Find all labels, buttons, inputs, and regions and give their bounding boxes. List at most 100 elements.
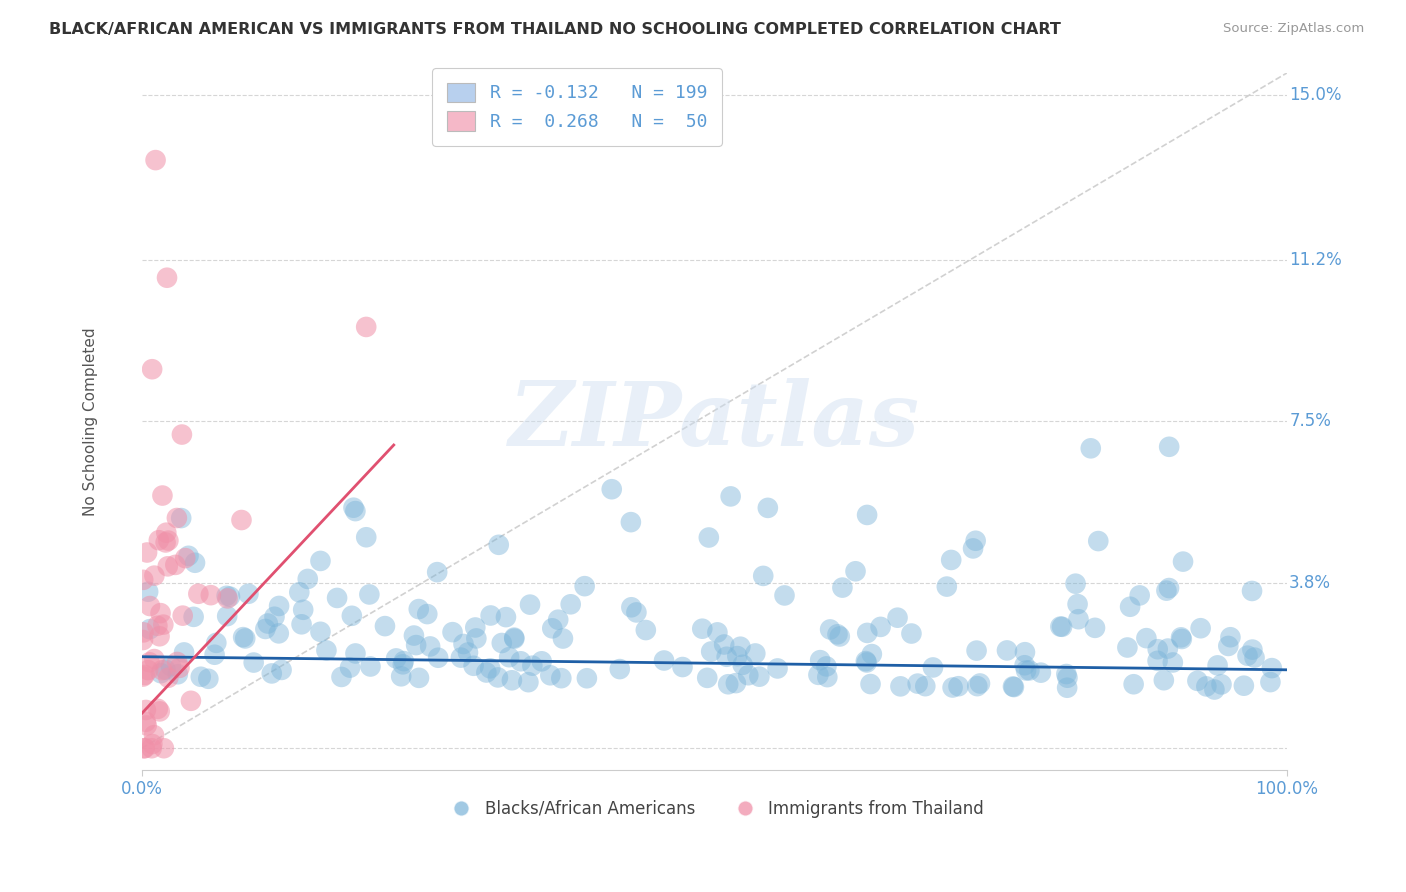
- Point: [706, 625, 728, 640]
- Point: [942, 681, 965, 695]
- Point: [270, 663, 292, 677]
- Point: [1054, 667, 1077, 681]
- Point: [724, 676, 747, 690]
- Point: [1087, 534, 1109, 549]
- Point: [634, 623, 657, 637]
- Point: [135, 718, 157, 732]
- Point: [453, 637, 475, 651]
- Point: [475, 665, 498, 680]
- Point: [450, 650, 472, 665]
- Point: [233, 632, 256, 646]
- Point: [1015, 664, 1038, 678]
- Point: [541, 621, 564, 635]
- Point: [374, 619, 396, 633]
- Point: [392, 654, 415, 668]
- Point: [1056, 681, 1078, 695]
- Point: [600, 482, 623, 496]
- Point: [1029, 665, 1052, 680]
- Point: [1241, 642, 1264, 657]
- Text: No Schooling Completed: No Schooling Completed: [83, 327, 98, 516]
- Point: [730, 640, 752, 654]
- Point: [1119, 599, 1142, 614]
- Point: [766, 661, 789, 675]
- Point: [690, 622, 713, 636]
- Point: [156, 559, 179, 574]
- Point: [626, 606, 648, 620]
- Point: [550, 671, 572, 685]
- Point: [1014, 658, 1036, 673]
- Point: [935, 580, 957, 594]
- Point: [1161, 656, 1184, 670]
- Point: [1122, 677, 1144, 691]
- Point: [509, 654, 531, 668]
- Point: [441, 625, 464, 640]
- Point: [184, 556, 207, 570]
- Point: [141, 737, 163, 751]
- Point: [354, 320, 377, 334]
- Point: [354, 530, 377, 544]
- Point: [815, 659, 838, 673]
- Point: [547, 613, 569, 627]
- Point: [187, 587, 209, 601]
- Point: [217, 591, 239, 606]
- Point: [134, 668, 156, 682]
- Point: [1050, 620, 1073, 634]
- Point: [416, 607, 439, 621]
- Point: [172, 608, 194, 623]
- Point: [1135, 631, 1157, 645]
- Point: [135, 714, 157, 729]
- Point: [254, 622, 277, 636]
- Point: [267, 626, 290, 640]
- Point: [1171, 632, 1194, 646]
- Point: [828, 630, 851, 644]
- Point: [426, 565, 449, 579]
- Point: [1116, 640, 1139, 655]
- Point: [551, 632, 574, 646]
- Point: [965, 533, 987, 548]
- Point: [166, 655, 188, 669]
- Point: [1157, 641, 1180, 656]
- Point: [713, 638, 735, 652]
- Point: [197, 672, 219, 686]
- Point: [620, 600, 643, 615]
- Point: [671, 660, 693, 674]
- Point: [1084, 621, 1107, 635]
- Point: [479, 661, 502, 675]
- Point: [145, 153, 167, 167]
- Point: [1211, 677, 1233, 691]
- Point: [136, 545, 159, 559]
- Text: ZIPatlas: ZIPatlas: [509, 378, 920, 465]
- Point: [731, 657, 754, 672]
- Point: [560, 597, 582, 611]
- Point: [966, 643, 988, 657]
- Point: [859, 677, 882, 691]
- Point: [169, 661, 191, 675]
- Point: [1171, 555, 1194, 569]
- Point: [342, 500, 364, 515]
- Text: 15.0%: 15.0%: [1289, 86, 1341, 103]
- Point: [146, 702, 169, 716]
- Point: [1001, 680, 1024, 694]
- Point: [149, 606, 172, 620]
- Point: [620, 515, 643, 529]
- Point: [486, 670, 509, 684]
- Point: [150, 663, 173, 677]
- Point: [609, 662, 631, 676]
- Point: [907, 676, 929, 690]
- Point: [969, 676, 991, 690]
- Point: [869, 620, 891, 634]
- Point: [488, 538, 510, 552]
- Point: [385, 651, 408, 665]
- Point: [149, 666, 172, 681]
- Point: [155, 525, 177, 540]
- Point: [263, 609, 285, 624]
- Point: [697, 531, 720, 545]
- Legend: Blacks/African Americans, Immigrants from Thailand: Blacks/African Americans, Immigrants fro…: [437, 793, 991, 824]
- Point: [205, 636, 228, 650]
- Point: [242, 656, 264, 670]
- Point: [889, 679, 911, 693]
- Point: [966, 679, 988, 693]
- Text: Source: ZipAtlas.com: Source: ZipAtlas.com: [1223, 22, 1364, 36]
- Point: [457, 645, 479, 659]
- Point: [402, 628, 425, 642]
